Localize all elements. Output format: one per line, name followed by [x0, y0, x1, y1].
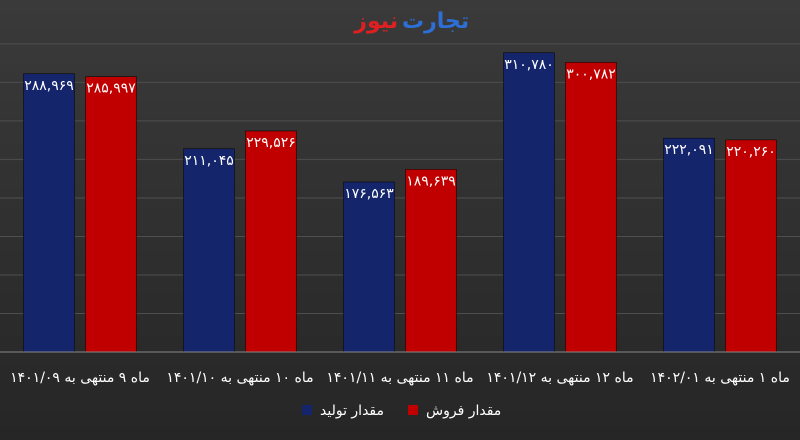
x-tick-label: ماه ۱۲ منتهی به ۱۴۰۱/۱۲ [486, 370, 633, 386]
value-label: ۲۲۰,۲۶۰ [726, 144, 776, 160]
legend-swatch [302, 405, 312, 415]
value-label: ۲۸۵,۹۹۷ [86, 81, 136, 97]
bar [245, 130, 297, 353]
legend-label: مقدار تولید [320, 403, 384, 419]
value-label: ۳۰۰,۷۸۲ [566, 66, 616, 82]
bar [405, 169, 457, 353]
value-label: ۲۲۲,۰۹۱ [664, 142, 714, 158]
x-tick-label: ماه ۱ منتهی به ۱۴۰۲/۰۱ [650, 370, 790, 386]
value-label: ۲۲۹,۵۲۶ [246, 135, 296, 151]
x-tick-label: ماه ۹ منتهی به ۱۴۰۱/۰۹ [10, 370, 150, 386]
bar [663, 137, 715, 353]
value-label: ۱۸۹,۶۳۹ [406, 173, 456, 189]
bar [565, 62, 617, 353]
logo-first: تجارت [402, 9, 469, 34]
value-label: ۲۱۱,۰۴۵ [184, 153, 234, 169]
legend-label: مقدار فروش [426, 403, 501, 419]
bar [725, 139, 777, 353]
x-tick-label: ماه ۱۱ منتهی به ۱۴۰۱/۱۱ [326, 370, 473, 386]
value-label: ۱۷۶,۵۶۳ [344, 186, 394, 202]
logo-second: نیوز [353, 9, 398, 34]
bar [23, 73, 75, 353]
value-label: ۳۱۰,۷۸۰ [504, 57, 554, 73]
legend-swatch [408, 405, 418, 415]
bar [183, 148, 235, 353]
bar [503, 52, 555, 353]
value-label: ۲۸۸,۹۶۹ [24, 78, 74, 94]
bar [85, 76, 137, 353]
x-tick-label: ماه ۱۰ منتهی به ۱۴۰۱/۱۰ [166, 370, 313, 386]
bar [343, 181, 395, 353]
